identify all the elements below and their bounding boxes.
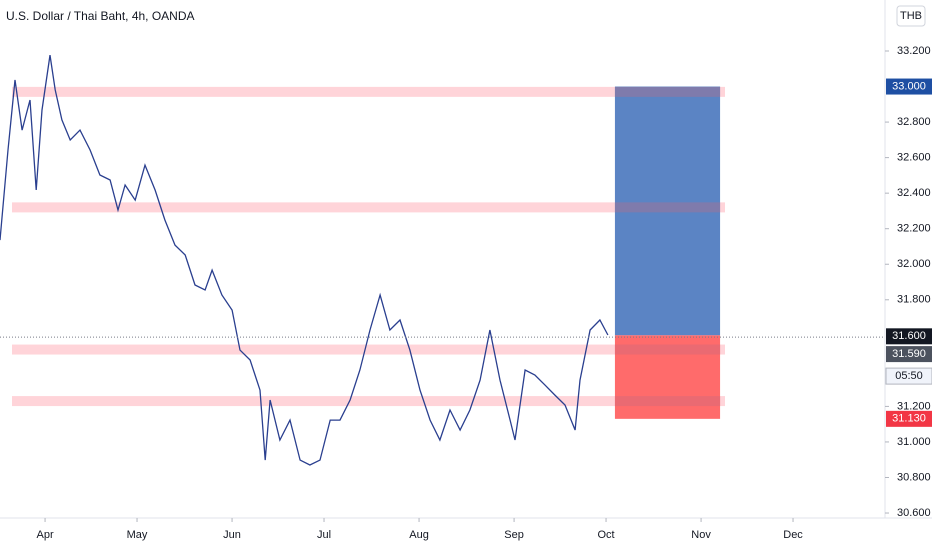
target-tag [886, 78, 932, 95]
x-tick-label: Oct [597, 529, 614, 541]
x-tick-label: Apr [36, 529, 53, 541]
y-tick-label: 32.600 [897, 152, 931, 164]
y-tick-label: 30.600 [897, 507, 931, 519]
countdown-tag [885, 367, 932, 385]
y-tick-label: 32.000 [897, 258, 931, 270]
last-price-tag-label: 31.590 [892, 348, 926, 360]
x-tick-label: Sep [504, 529, 524, 541]
x-tick-label: Dec [783, 529, 803, 541]
y-tick-label: 32.800 [897, 116, 931, 128]
zone [12, 86, 725, 97]
loss-zone [614, 335, 721, 419]
countdown-label: 05:50 [895, 370, 923, 382]
zone [12, 202, 725, 213]
entry-tag [886, 328, 932, 345]
profit-zone [614, 86, 721, 336]
target-tag-label: 33.000 [892, 80, 926, 92]
y-tick-label: 31.200 [897, 400, 931, 412]
stop-tag [886, 410, 932, 427]
price-line [0, 55, 609, 466]
currency-button[interactable] [896, 5, 926, 27]
zone-overlay [614, 86, 721, 97]
x-tick-label: Aug [409, 529, 429, 541]
stop-tag-label: 31.130 [892, 413, 926, 425]
y-tick-label: 31.800 [897, 294, 931, 306]
y-tick-label: 32.400 [897, 187, 931, 199]
zone [12, 344, 725, 355]
currency-label[interactable]: THB [900, 10, 922, 22]
entry-tag-label: 31.600 [892, 330, 926, 342]
zone-overlay [614, 202, 721, 213]
x-tick-label: Nov [691, 529, 711, 541]
chart-title: U.S. Dollar / Thai Baht, 4h, OANDA [6, 9, 195, 23]
y-tick-label: 31.000 [897, 436, 931, 448]
x-tick-label: May [127, 529, 148, 541]
x-tick-label: Jun [223, 529, 241, 541]
y-tick-label: 33.200 [897, 45, 931, 57]
last-price-tag [886, 346, 932, 363]
y-tick-label: 32.200 [897, 223, 931, 235]
x-tick-label: Jul [317, 529, 331, 541]
y-tick-label: 30.800 [897, 471, 931, 483]
zone-overlay [614, 396, 721, 407]
zone [12, 396, 725, 407]
zone-overlay [614, 344, 721, 355]
